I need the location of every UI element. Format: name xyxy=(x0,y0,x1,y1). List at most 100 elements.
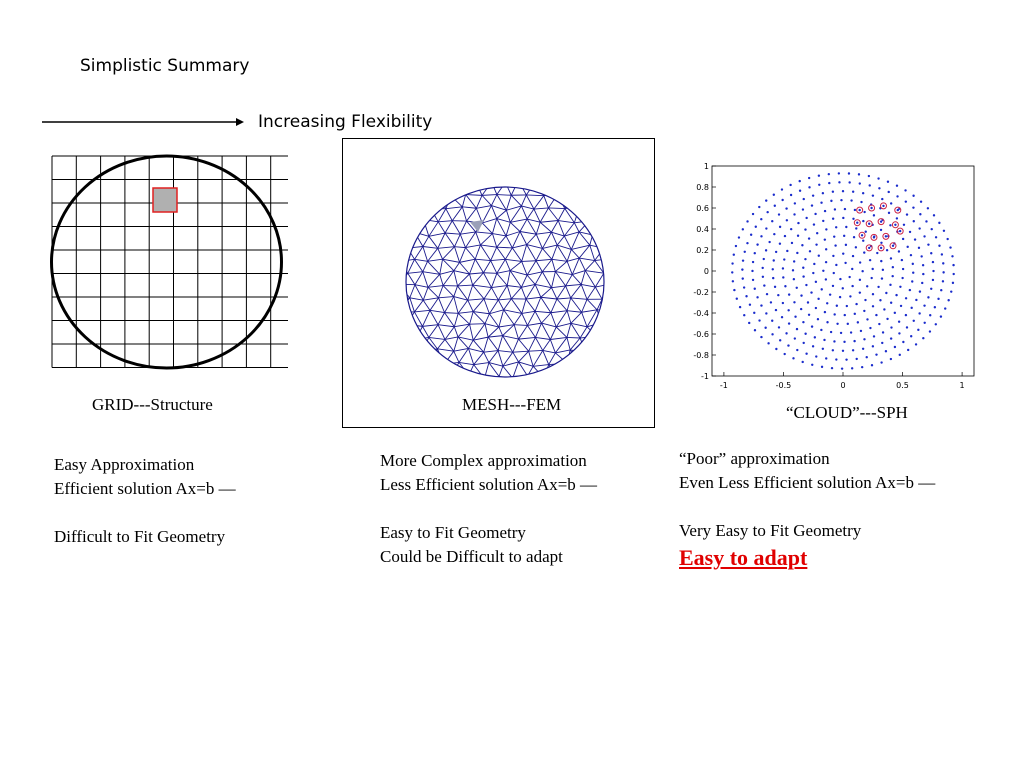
cloud-point xyxy=(911,280,914,283)
cloud-description-line: Very Easy to Fit Geometry xyxy=(679,521,862,540)
mesh-edge xyxy=(595,182,610,183)
cloud-point xyxy=(871,194,875,197)
mesh-edge xyxy=(534,182,550,184)
mesh-edge xyxy=(603,247,604,260)
mesh-edge xyxy=(589,220,603,223)
cloud-point xyxy=(822,269,825,272)
mesh-edge xyxy=(472,323,486,341)
cloud-point xyxy=(911,262,914,266)
cloud-point xyxy=(918,312,921,315)
mesh-edge xyxy=(556,298,568,311)
mesh-edge xyxy=(580,270,586,285)
cloud-point xyxy=(831,190,835,193)
mesh-edge xyxy=(600,376,604,377)
cloud-point xyxy=(925,220,928,223)
mesh-edge xyxy=(535,336,551,340)
cloud-point xyxy=(762,257,765,261)
mesh-edge xyxy=(535,378,544,382)
mesh-edge xyxy=(475,231,493,234)
mesh-edge xyxy=(601,310,604,323)
mesh-edge xyxy=(407,193,422,198)
mesh-edge xyxy=(548,362,568,365)
cloud-point xyxy=(814,280,818,284)
mesh-edge xyxy=(547,376,559,377)
cloud-point xyxy=(918,290,922,293)
mesh-edge xyxy=(536,258,552,262)
cloud-point xyxy=(951,255,954,258)
cloud-point xyxy=(889,202,893,205)
cloud-point xyxy=(829,330,833,334)
cloud-point xyxy=(853,312,856,316)
y-tick-label: -1 xyxy=(701,372,709,381)
mesh-edge xyxy=(600,363,604,377)
mesh-edge xyxy=(469,258,476,275)
cloud-point xyxy=(842,252,845,255)
mesh-edge xyxy=(406,206,413,209)
mesh-edge xyxy=(407,206,414,223)
mesh-edge xyxy=(414,284,424,301)
mesh-edge xyxy=(534,182,544,184)
mesh-edge xyxy=(603,258,604,274)
mesh-edge xyxy=(483,350,499,353)
cloud-point xyxy=(855,227,858,230)
cloud-point xyxy=(893,345,897,349)
mesh-edge xyxy=(428,236,439,249)
mesh-edge xyxy=(535,322,542,338)
mesh-edge xyxy=(496,246,506,260)
mesh-edge xyxy=(407,259,415,274)
mesh-edge xyxy=(498,324,515,328)
mesh-edge xyxy=(414,309,431,313)
y-tick-label: -0.2 xyxy=(693,288,709,297)
highlight-ring xyxy=(870,233,878,241)
mesh-edge xyxy=(592,221,604,236)
cloud-point xyxy=(862,219,865,223)
cloud-point xyxy=(795,327,799,331)
cloud-point xyxy=(839,277,842,281)
mesh-edge xyxy=(608,271,610,285)
mesh-edge xyxy=(543,375,558,377)
mesh-edge xyxy=(444,336,459,340)
mesh-edge xyxy=(444,220,453,234)
mesh-edge xyxy=(543,187,551,196)
mesh-edge xyxy=(406,222,409,236)
cloud-point xyxy=(807,176,811,180)
mesh-edge xyxy=(505,210,511,223)
mesh-edge xyxy=(509,205,522,223)
grid-diagram xyxy=(50,154,288,370)
cloud-point xyxy=(889,301,893,304)
mesh-edge xyxy=(549,326,557,340)
cloud-point xyxy=(927,243,930,246)
mesh-edge xyxy=(540,287,552,298)
mesh-edge xyxy=(461,206,467,222)
cloud-point xyxy=(756,243,759,246)
mesh-edge xyxy=(406,365,417,377)
cloud-point xyxy=(751,260,755,264)
cloud-point xyxy=(900,258,904,262)
cloud-point xyxy=(784,285,787,288)
mesh-edge xyxy=(566,261,573,275)
mesh-edge xyxy=(555,352,568,364)
cloud-point xyxy=(880,259,883,263)
cloud-point xyxy=(811,194,815,197)
mesh-edge xyxy=(571,376,587,377)
mesh-edge xyxy=(407,187,418,198)
mesh-edge xyxy=(509,261,522,271)
cloud-point xyxy=(849,295,852,298)
mesh-edge xyxy=(400,376,402,382)
mesh-edge xyxy=(594,187,604,195)
cloud-point xyxy=(772,276,775,280)
cloud-point xyxy=(882,204,885,208)
cloud-point xyxy=(817,254,820,257)
cloud-point xyxy=(741,259,745,262)
cloud-point xyxy=(820,201,823,204)
cloud-point xyxy=(833,313,836,316)
mesh-edge xyxy=(472,298,485,312)
mesh-edge xyxy=(521,261,528,276)
cloud-point xyxy=(733,288,736,292)
mesh-edge xyxy=(551,287,558,300)
mesh-edge xyxy=(543,195,549,209)
mesh-description-line: More Complex approximation xyxy=(380,451,587,470)
cloud-point xyxy=(753,252,756,255)
mesh-edge xyxy=(429,187,437,193)
cloud-point xyxy=(904,189,907,192)
